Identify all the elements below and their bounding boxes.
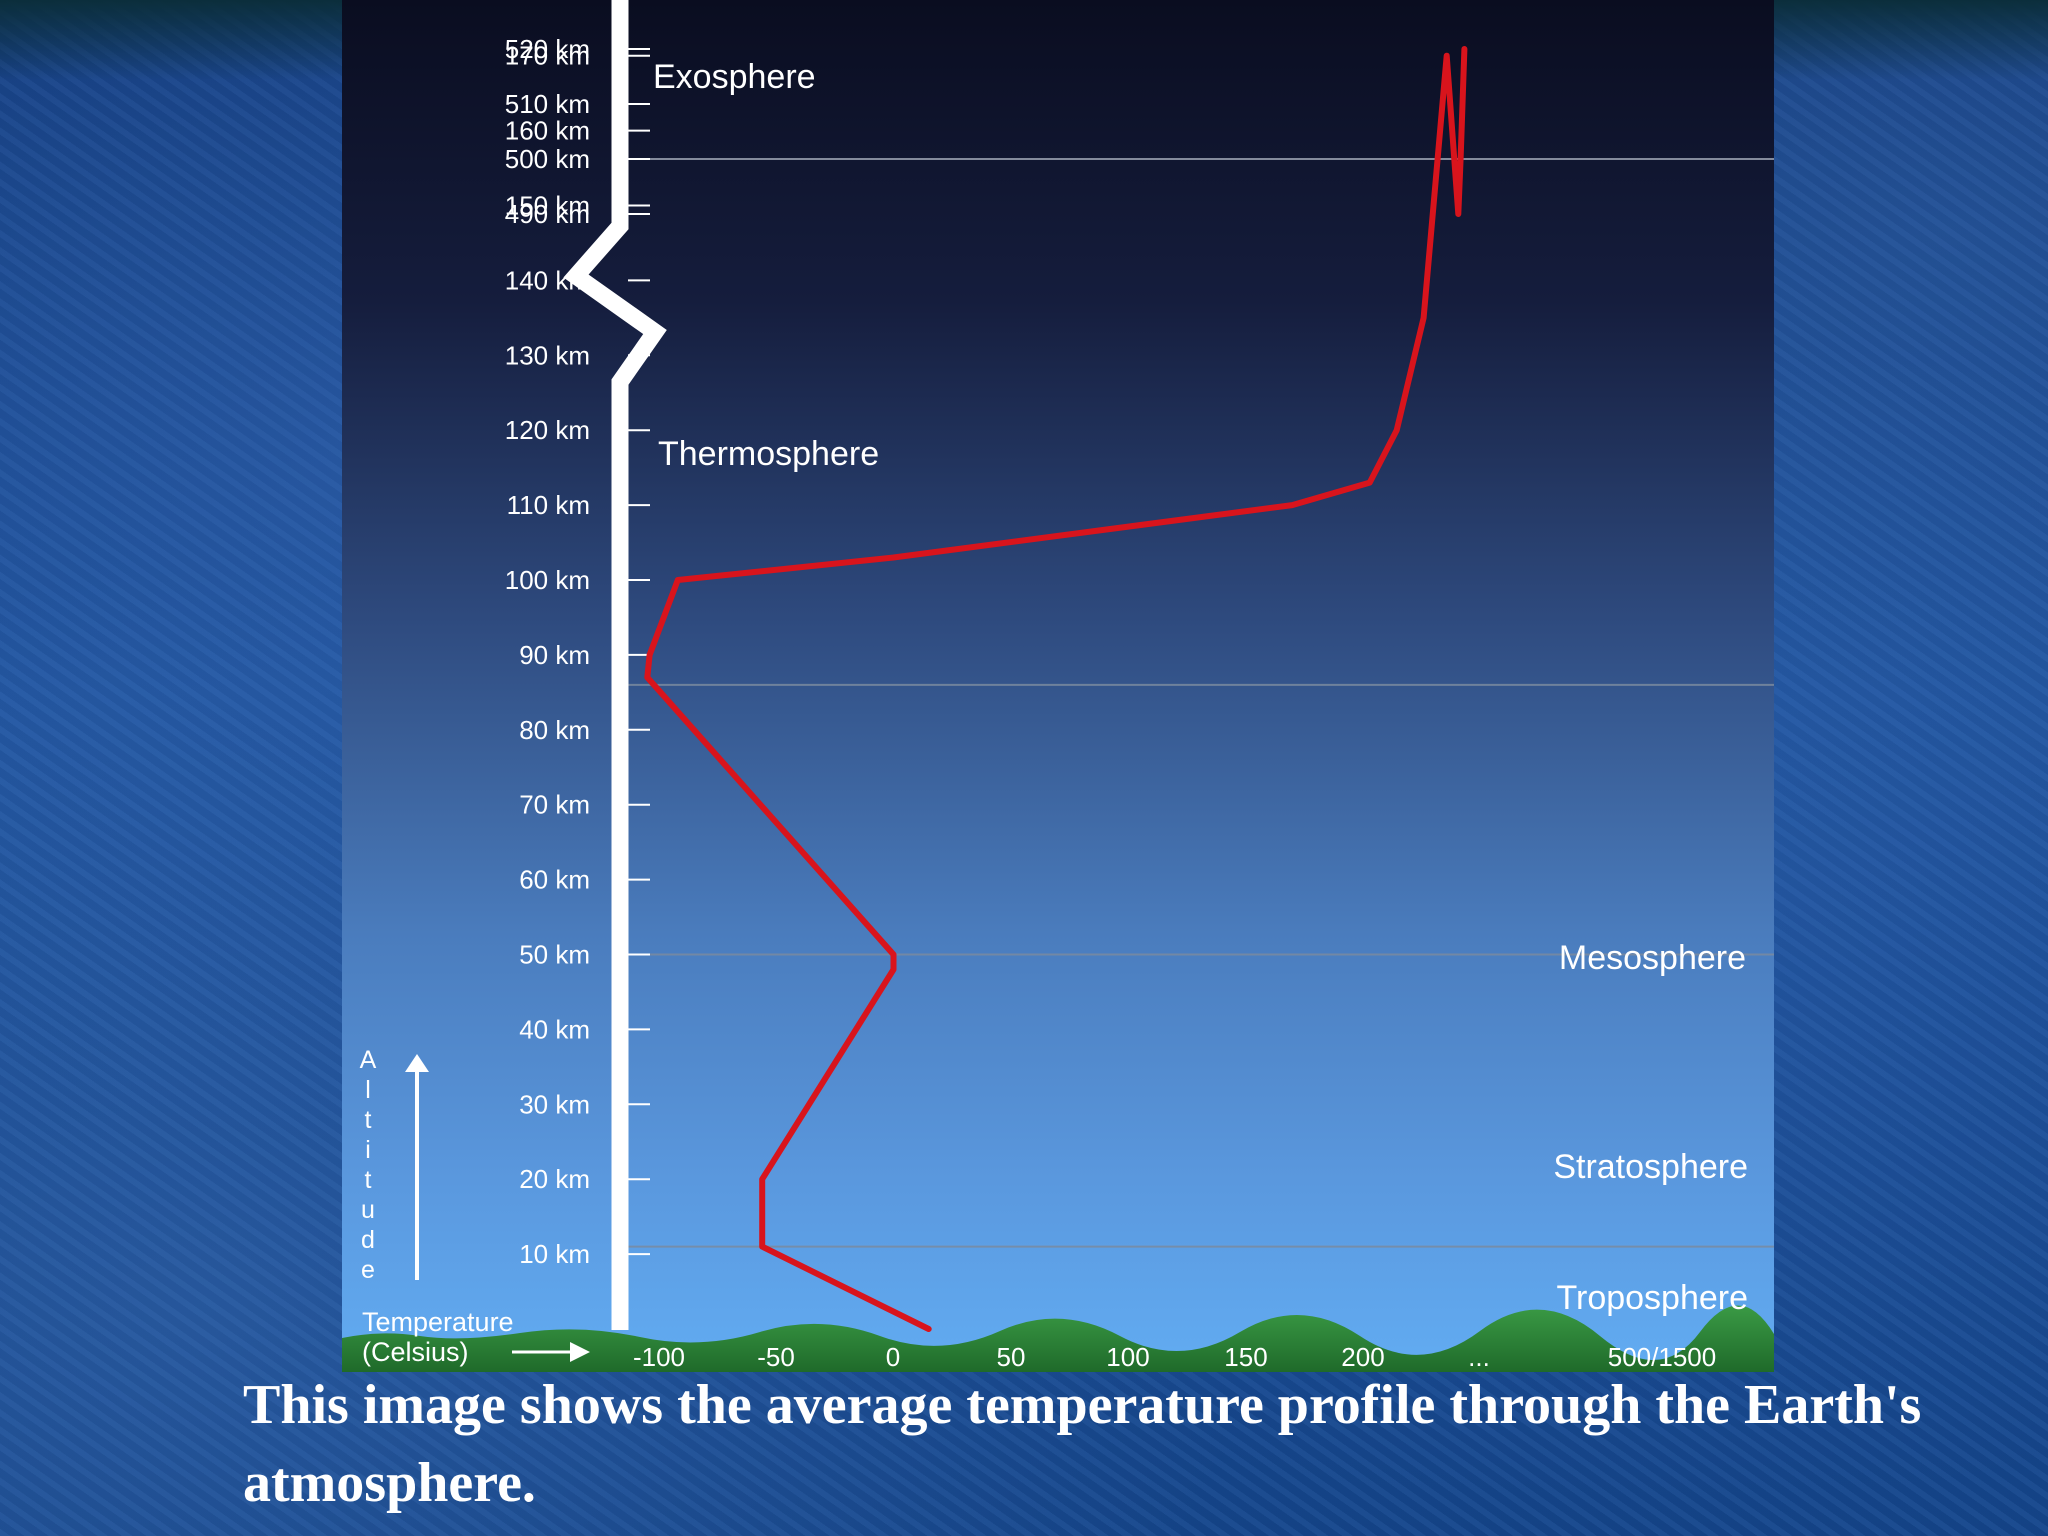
temperature-axis-title: Temperature (Celsius) xyxy=(362,1307,590,1367)
altitude-letter-8: e xyxy=(361,1256,375,1284)
celsius-label: (Celsius) xyxy=(362,1337,469,1367)
y-tick-70-km: 70 km xyxy=(519,790,590,820)
y-tick-80-km: 80 km xyxy=(519,715,590,745)
chart-panel xyxy=(342,0,1774,1372)
y-tick-60-km: 60 km xyxy=(519,865,590,895)
y-tick-50-km: 50 km xyxy=(519,940,590,970)
y-tick-120-km: 120 km xyxy=(505,415,590,445)
x-tick-3: 0 xyxy=(886,1342,900,1372)
y-tick-140-km: 140 km xyxy=(505,265,590,295)
temperature-profile xyxy=(644,46,1468,1332)
altitude-letter-4: i xyxy=(365,1136,371,1164)
temperature-label: Temperature xyxy=(362,1307,514,1337)
axis-bar xyxy=(563,0,667,1330)
y-tick-20-km: 20 km xyxy=(519,1164,590,1194)
y-tick-160-km: 160 km xyxy=(505,116,590,146)
layer-label-troposphere: Troposphere xyxy=(1556,1279,1748,1317)
layer-label-thermosphere: Thermosphere xyxy=(658,435,879,473)
altitude-axis xyxy=(563,0,667,1330)
y-tick-110-km: 110 km xyxy=(507,490,590,520)
layer-boundaries xyxy=(620,158,1774,1248)
temperature-tick-labels: -100 -50 0 50 100 150 200... 500/1500 xyxy=(633,1342,1716,1372)
y-tick-130-km: 130 km xyxy=(505,340,590,370)
altitude-tick-labels: 520 km 510 km 500 km 490 km 170 km 160 km 150 … xyxy=(505,34,590,1269)
temperature-line-1 xyxy=(644,46,1468,1332)
y-tick-90-km: 90 km xyxy=(519,640,590,670)
y-tick-490-km: 490 km xyxy=(505,199,590,229)
layer-label-exosphere: Exosphere xyxy=(653,58,816,96)
y-tick-510-km: 510 km xyxy=(505,89,590,119)
slide-caption: This image shows the average temperature… xyxy=(243,1374,1922,1514)
altitude-letter-1: A xyxy=(360,1046,377,1074)
x-tick-1: -100 xyxy=(633,1342,685,1372)
x-tick-8: ... xyxy=(1468,1342,1490,1372)
altitude-letter-5: t xyxy=(365,1166,372,1194)
ground-strip xyxy=(342,1305,1774,1372)
y-tick-500-km: 500 km xyxy=(505,144,590,174)
y-tick-10-km: 10 km xyxy=(519,1239,590,1269)
x-tick-7: 200 xyxy=(1341,1342,1384,1372)
y-tick-40-km: 40 km xyxy=(519,1014,590,1044)
y-tick-30-km: 30 km xyxy=(519,1089,590,1119)
x-tick-9: 500/1500 xyxy=(1608,1342,1716,1372)
x-tick-5: 100 xyxy=(1106,1342,1149,1372)
altitude-arrow-head xyxy=(405,1054,429,1072)
x-tick-4: 50 xyxy=(997,1342,1026,1372)
x-tick-6: 150 xyxy=(1224,1342,1267,1372)
layer-labels: Exosphere Thermosphere Mesosphere Stratosph… xyxy=(653,58,1748,1317)
x-tick-2: -50 xyxy=(757,1342,795,1372)
altitude-letter-2: l xyxy=(365,1076,371,1104)
y-tick-520-km: 520 km xyxy=(505,34,590,64)
y-tick-170-km: 170 km xyxy=(505,41,590,71)
y-tick-100-km: 100 km xyxy=(505,565,590,595)
y-tick-150-km: 150 km xyxy=(505,191,590,221)
altitude-letter-7: d xyxy=(361,1226,375,1254)
layer-label-mesosphere: Mesosphere xyxy=(1559,939,1746,977)
altitude-letter-3: t xyxy=(365,1106,372,1134)
layer-label-stratosphere: Stratosphere xyxy=(1553,1148,1748,1186)
altitude-letter-6: u xyxy=(361,1196,375,1224)
temperature-arrow-head xyxy=(570,1342,590,1362)
